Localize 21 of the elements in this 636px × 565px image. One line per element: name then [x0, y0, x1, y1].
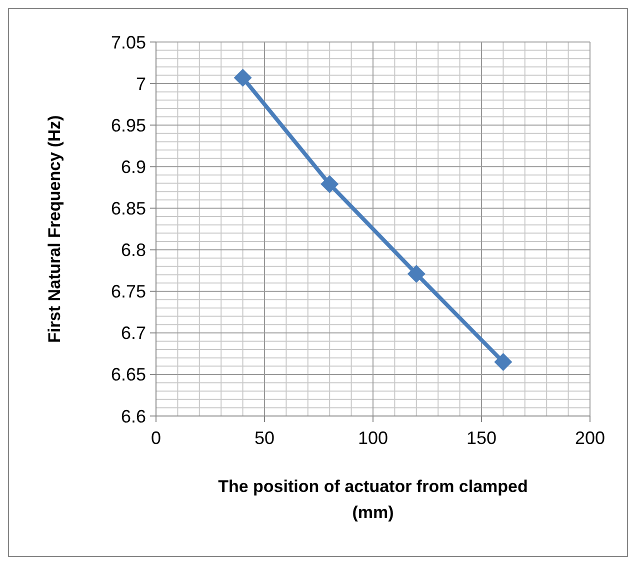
y-tick-label: 6.8: [120, 240, 146, 260]
y-tick-label: 6.75: [110, 282, 146, 302]
x-tick-label: 0: [150, 428, 162, 448]
x-tick-label: 50: [254, 428, 275, 448]
y-tick-label: 6.9: [120, 156, 146, 177]
y-tick-label: 7.05: [110, 32, 146, 52]
point: [407, 264, 426, 283]
x-axis-title: The position of actuator from clamped (mm): [218, 477, 528, 522]
x-tick-label: 150: [466, 428, 497, 448]
y-tick-label: 6.6: [120, 406, 146, 426]
y-axis-title: First Natural Frequency (Hz): [45, 115, 64, 343]
x-tick-label: 100: [358, 428, 388, 448]
point: [320, 175, 339, 194]
y-tick-label: 6.65: [110, 364, 146, 385]
y-tick-label: 6.95: [110, 115, 146, 136]
point: [234, 68, 252, 87]
y-tick-label: 6.85: [110, 198, 146, 219]
x-tick-label: 200: [574, 428, 606, 448]
point: [494, 352, 512, 371]
y-tick-label: 6.7: [120, 323, 146, 344]
y-tick-label: 7: [136, 74, 146, 94]
